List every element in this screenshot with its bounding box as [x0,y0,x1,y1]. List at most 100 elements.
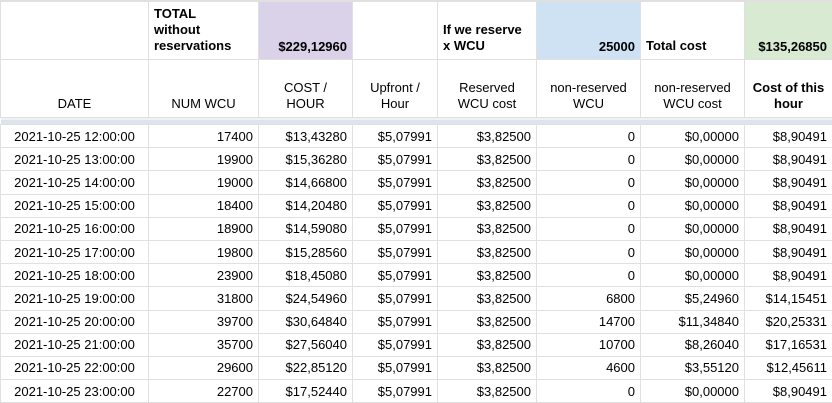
cell-non-reserved-wcu[interactable]: 0 [537,125,641,148]
header-cell-empty-d1[interactable] [353,2,438,60]
cell-reserved-wcu-cost[interactable]: $3,82500 [438,310,537,333]
cell-cost-hour[interactable]: $18,45080 [259,264,353,287]
cell-cost-of-this-hour[interactable]: $8,90491 [745,264,832,287]
cell-non-reserved-wcu[interactable]: 0 [537,264,641,287]
cell-non-reserved-wcu[interactable]: 10700 [537,333,641,356]
cell-reserved-wcu-cost[interactable]: $3,82500 [438,125,537,148]
header-cell-empty-a1[interactable] [1,2,149,60]
cell-non-reserved-wcu-cost[interactable]: $0,00000 [641,194,745,217]
cell-num-wcu[interactable]: 31800 [149,287,259,310]
cell-non-reserved-wcu[interactable]: 0 [537,171,641,194]
cell-non-reserved-wcu[interactable]: 0 [537,240,641,263]
cell-num-wcu[interactable]: 22700 [149,380,259,403]
cell-num-wcu[interactable]: 23900 [149,264,259,287]
cell-non-reserved-wcu[interactable]: 6800 [537,287,641,310]
cell-num-wcu[interactable]: 17400 [149,125,259,148]
column-header-date[interactable]: DATE [1,60,149,118]
cell-non-reserved-wcu-cost[interactable]: $0,00000 [641,125,745,148]
cell-date[interactable]: 2021-10-25 12:00:00 [1,125,149,148]
cell-cost-of-this-hour[interactable]: $8,90491 [745,148,832,171]
column-header-cost-hour[interactable]: COST / HOUR [259,60,353,118]
column-header-non-reserved-wcu-cost[interactable]: non-reserved WCU cost [641,60,745,118]
cell-non-reserved-wcu-cost[interactable]: $0,00000 [641,148,745,171]
cell-reserved-wcu-cost[interactable]: $3,82500 [438,217,537,240]
cell-non-reserved-wcu[interactable]: 0 [537,194,641,217]
column-header-cost-of-this-hour[interactable]: Cost of this hour [745,60,832,118]
header-cell-total-without-reservations[interactable]: TOTAL without reservations [149,2,259,60]
cell-upfront-hour[interactable]: $5,07991 [353,240,438,263]
cell-non-reserved-wcu-cost[interactable]: $0,00000 [641,171,745,194]
column-header-reserved-wcu-cost[interactable]: Reserved WCU cost [438,60,537,118]
cell-date[interactable]: 2021-10-25 15:00:00 [1,194,149,217]
cell-cost-hour[interactable]: $27,56040 [259,333,353,356]
cell-cost-of-this-hour[interactable]: $14,15451 [745,287,832,310]
cell-date[interactable]: 2021-10-25 22:00:00 [1,356,149,379]
cell-upfront-hour[interactable]: $5,07991 [353,310,438,333]
cell-cost-hour[interactable]: $30,64840 [259,310,353,333]
cell-reserved-wcu-cost[interactable]: $3,82500 [438,380,537,403]
cell-non-reserved-wcu-cost[interactable]: $0,00000 [641,264,745,287]
cell-cost-of-this-hour[interactable]: $17,16531 [745,333,832,356]
cell-cost-hour[interactable]: $15,36280 [259,148,353,171]
cell-reserved-wcu-cost[interactable]: $3,82500 [438,171,537,194]
cell-upfront-hour[interactable]: $5,07991 [353,125,438,148]
cell-cost-of-this-hour[interactable]: $8,90491 [745,217,832,240]
cell-cost-of-this-hour[interactable]: $8,90491 [745,171,832,194]
cell-num-wcu[interactable]: 19800 [149,240,259,263]
cell-cost-of-this-hour[interactable]: $8,90491 [745,240,832,263]
cell-date[interactable]: 2021-10-25 20:00:00 [1,310,149,333]
cell-reserved-wcu-cost[interactable]: $3,82500 [438,333,537,356]
cell-reserved-wcu-cost[interactable]: $3,82500 [438,194,537,217]
cell-non-reserved-wcu-cost[interactable]: $0,00000 [641,240,745,263]
cell-cost-of-this-hour[interactable]: $12,45611 [745,356,832,379]
cell-date[interactable]: 2021-10-25 14:00:00 [1,171,149,194]
cell-cost-hour[interactable]: $14,66800 [259,171,353,194]
header-cell-total-cost-per-hour[interactable]: $229,12960 [259,2,353,60]
cell-non-reserved-wcu-cost[interactable]: $5,24960 [641,287,745,310]
header-cell-total-cost-label[interactable]: Total cost [641,2,745,60]
cell-non-reserved-wcu-cost[interactable]: $0,00000 [641,217,745,240]
cell-upfront-hour[interactable]: $5,07991 [353,380,438,403]
cell-upfront-hour[interactable]: $5,07991 [353,217,438,240]
cell-cost-hour[interactable]: $24,54960 [259,287,353,310]
cell-num-wcu[interactable]: 18900 [149,217,259,240]
cell-upfront-hour[interactable]: $5,07991 [353,148,438,171]
column-header-num-wcu[interactable]: NUM WCU [149,60,259,118]
column-header-upfront-hour[interactable]: Upfront / Hour [353,60,438,118]
cell-upfront-hour[interactable]: $5,07991 [353,194,438,217]
column-header-non-reserved-wcu[interactable]: non-reserved WCU [537,60,641,118]
cell-num-wcu[interactable]: 39700 [149,310,259,333]
cell-reserved-wcu-cost[interactable]: $3,82500 [438,240,537,263]
cell-cost-of-this-hour[interactable]: $8,90491 [745,380,832,403]
cell-cost-of-this-hour[interactable]: $8,90491 [745,194,832,217]
cell-non-reserved-wcu[interactable]: 4600 [537,356,641,379]
cell-non-reserved-wcu[interactable]: 0 [537,148,641,171]
header-cell-total-cost-value[interactable]: $135,26850 [745,2,832,60]
cell-reserved-wcu-cost[interactable]: $3,82500 [438,356,537,379]
cell-non-reserved-wcu-cost[interactable]: $3,55120 [641,356,745,379]
cell-upfront-hour[interactable]: $5,07991 [353,356,438,379]
cell-num-wcu[interactable]: 19000 [149,171,259,194]
cell-reserved-wcu-cost[interactable]: $3,82500 [438,287,537,310]
cell-num-wcu[interactable]: 18400 [149,194,259,217]
cell-upfront-hour[interactable]: $5,07991 [353,264,438,287]
cell-non-reserved-wcu-cost[interactable]: $0,00000 [641,380,745,403]
cell-non-reserved-wcu[interactable]: 0 [537,217,641,240]
cell-date[interactable]: 2021-10-25 16:00:00 [1,217,149,240]
cell-num-wcu[interactable]: 19900 [149,148,259,171]
cell-upfront-hour[interactable]: $5,07991 [353,333,438,356]
cell-date[interactable]: 2021-10-25 17:00:00 [1,240,149,263]
cell-cost-hour[interactable]: $13,43280 [259,125,353,148]
cell-cost-hour[interactable]: $17,52440 [259,380,353,403]
cell-upfront-hour[interactable]: $5,07991 [353,287,438,310]
cell-reserved-wcu-cost[interactable]: $3,82500 [438,148,537,171]
cell-non-reserved-wcu-cost[interactable]: $11,34840 [641,310,745,333]
cell-reserved-wcu-cost[interactable]: $3,82500 [438,264,537,287]
cell-num-wcu[interactable]: 29600 [149,356,259,379]
cell-non-reserved-wcu[interactable]: 14700 [537,310,641,333]
cell-non-reserved-wcu[interactable]: 0 [537,380,641,403]
cell-cost-hour[interactable]: $14,20480 [259,194,353,217]
cell-cost-hour[interactable]: $14,59080 [259,217,353,240]
cell-date[interactable]: 2021-10-25 18:00:00 [1,264,149,287]
header-cell-if-we-reserve[interactable]: If we reserve x WCU [438,2,537,60]
